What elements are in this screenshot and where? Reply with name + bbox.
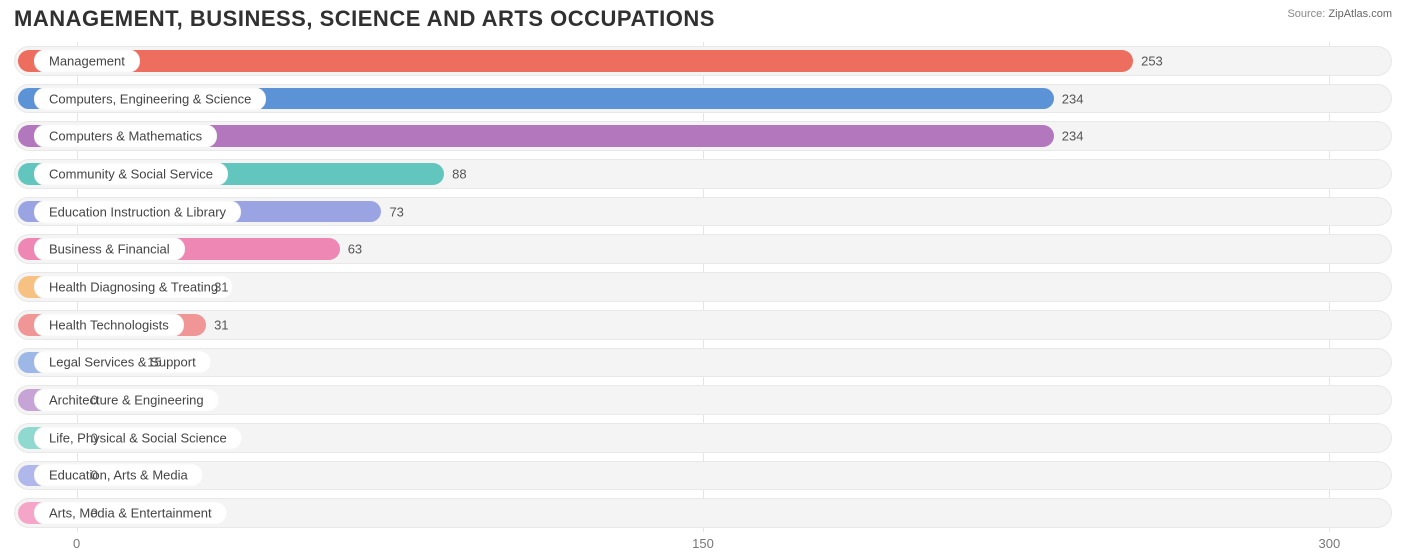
category-pill: Life, Physical & Social Science bbox=[34, 426, 242, 449]
value-label: 73 bbox=[389, 204, 403, 219]
category-pill: Business & Financial bbox=[34, 238, 185, 261]
bar-row: Computers & Mathematics 234 bbox=[14, 121, 1392, 151]
source-attribution: Source: ZipAtlas.com bbox=[1287, 8, 1392, 20]
x-tick-label: 300 bbox=[1319, 536, 1341, 551]
bar-row: Arts, Media & Entertainment0 bbox=[14, 498, 1392, 528]
category-pill: Computers, Engineering & Science bbox=[34, 87, 266, 110]
value-label: 31 bbox=[214, 279, 228, 294]
bar-row: Life, Physical & Social Science0 bbox=[14, 423, 1392, 453]
category-pill: Health Technologists bbox=[34, 313, 184, 336]
bar-fill bbox=[18, 50, 1133, 72]
x-axis: 0 150 300 bbox=[14, 536, 1392, 554]
value-label: 234 bbox=[1062, 129, 1084, 144]
value-label: 0 bbox=[91, 430, 98, 445]
value-label: 15 bbox=[147, 355, 161, 370]
category-pill: Education Instruction & Library bbox=[34, 200, 241, 223]
value-label: 88 bbox=[452, 166, 466, 181]
value-label: 234 bbox=[1062, 91, 1084, 106]
bar-row: Education Instruction & Library 73 bbox=[14, 197, 1392, 227]
category-pill: Community & Social Service bbox=[34, 162, 228, 185]
category-pill: Education, Arts & Media bbox=[34, 464, 203, 487]
bar-track bbox=[14, 461, 1392, 491]
value-label: 63 bbox=[348, 242, 362, 257]
bar-track bbox=[14, 385, 1392, 415]
value-label: 253 bbox=[1141, 53, 1163, 68]
category-pill: Legal Services & Support bbox=[34, 351, 211, 374]
value-label: 0 bbox=[91, 506, 98, 521]
bar-row: Legal Services & Support15 bbox=[14, 348, 1392, 378]
chart-area: Management 253 Computers, Engineering & Sc… bbox=[14, 42, 1392, 532]
category-pill: Health Diagnosing & Treating bbox=[34, 275, 233, 298]
bar-row: Education, Arts & Media0 bbox=[14, 461, 1392, 491]
category-pill: Computers & Mathematics bbox=[34, 125, 217, 148]
plot-region: Management 253 Computers, Engineering & Sc… bbox=[14, 42, 1392, 532]
bar-row: Health Diagnosing & Treating31 bbox=[14, 272, 1392, 302]
value-label: 31 bbox=[214, 317, 228, 332]
chart-title: MANAGEMENT, BUSINESS, SCIENCE AND ARTS O… bbox=[14, 6, 715, 32]
bar-row: Architecture & Engineering0 bbox=[14, 385, 1392, 415]
category-pill: Arts, Media & Entertainment bbox=[34, 502, 227, 525]
x-tick-label: 0 bbox=[73, 536, 80, 551]
bar-track bbox=[14, 348, 1392, 378]
bar-row: Health Technologists 31 bbox=[14, 310, 1392, 340]
bar-rows-container: Management 253 Computers, Engineering & Sc… bbox=[14, 42, 1392, 532]
x-tick-label: 150 bbox=[692, 536, 714, 551]
bar-row: Community & Social Service 88 bbox=[14, 159, 1392, 189]
value-label: 0 bbox=[91, 393, 98, 408]
category-pill: Management bbox=[34, 49, 140, 72]
value-label: 0 bbox=[91, 468, 98, 483]
source-value: ZipAtlas.com bbox=[1328, 8, 1392, 20]
category-pill: Architecture & Engineering bbox=[34, 389, 219, 412]
bar-row: Business & Financial 63 bbox=[14, 234, 1392, 264]
source-label: Source: bbox=[1287, 8, 1325, 20]
bar-row: Management 253 bbox=[14, 46, 1392, 76]
bar-row: Computers, Engineering & Science 234 bbox=[14, 84, 1392, 114]
